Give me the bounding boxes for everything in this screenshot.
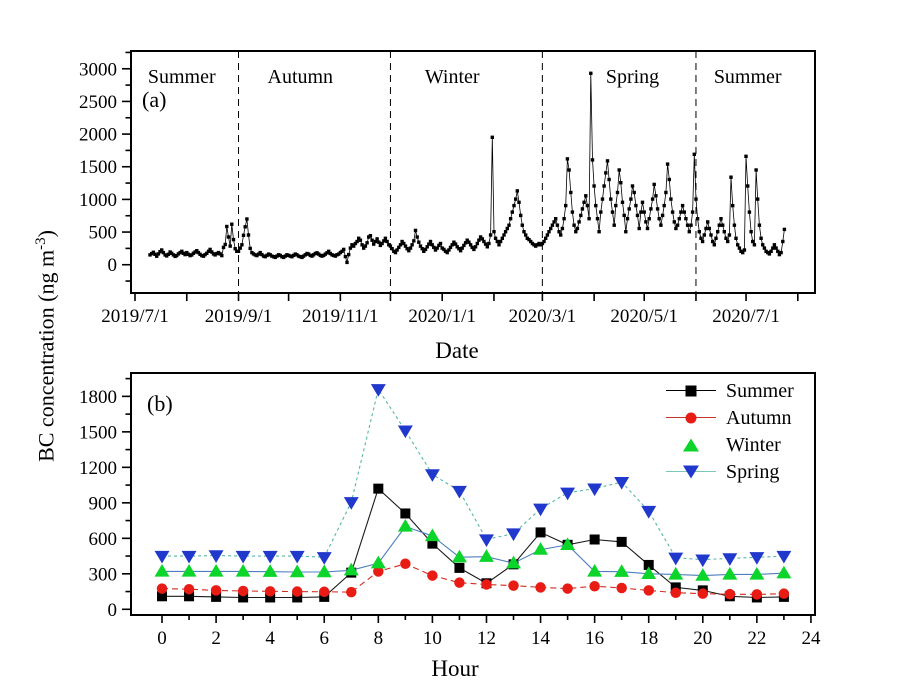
legend-item-spring: Spring <box>666 458 794 485</box>
x-tick-label: 24 <box>801 628 821 649</box>
y-tick-label: 1200 <box>79 458 117 479</box>
x-tick-label: 10 <box>423 628 442 649</box>
y-tick-label: 600 <box>89 529 118 550</box>
panel-a: 0 500 1000 1500 2000 2500 3000 2019/7/1 2019/9/1… <box>79 50 816 327</box>
y-axis-title-text: BC concentration (ng m <box>33 249 59 462</box>
x-tick-label: 18 <box>639 628 658 649</box>
panel-b-series-markers-winter <box>154 519 792 581</box>
x-tick-label: 6 <box>319 628 329 649</box>
x-tick-label: 2 <box>211 628 221 649</box>
y-tick-label: 1800 <box>79 387 117 408</box>
x-tick-label: 2020/5/1 <box>610 306 678 327</box>
legend-label: Winter <box>726 433 781 456</box>
x-tick-label: 2019/7/1 <box>101 306 169 327</box>
x-tick-label: 0 <box>157 628 167 649</box>
y-tick-label: 0 <box>108 600 118 621</box>
autumn-circle-icon <box>685 412 697 423</box>
panel-a-letter: (a) <box>142 87 167 112</box>
legend-label: Autumn <box>726 406 792 429</box>
legend-item-summer: Summer <box>666 377 794 404</box>
x-tick-label: 4 <box>265 628 275 649</box>
y-tick-label: 1500 <box>79 157 117 178</box>
y-tick-label: 1000 <box>79 190 117 211</box>
y-tick-label: 900 <box>89 493 118 514</box>
season-annotation: Winter <box>425 66 480 88</box>
panel-b-series-markers-spring <box>154 384 792 568</box>
legend-item-autumn: Autumn <box>666 404 794 431</box>
panel-b-series-line-spring <box>162 387 784 561</box>
y-tick-label: 0 <box>108 255 118 276</box>
panel-a-border <box>130 50 816 294</box>
spring-triangle-icon <box>683 465 699 478</box>
legend: Summer Autumn Winter Spring <box>666 377 794 485</box>
season-annotation: Spring <box>606 66 659 88</box>
x-tick-label: 20 <box>693 628 712 649</box>
y-tick-label: 1500 <box>79 422 117 443</box>
panel-a-series-markers <box>148 71 787 265</box>
winter-triangle-icon <box>683 438 699 451</box>
panel-b-series-markers-summer <box>157 483 789 603</box>
y-tick-label: 3000 <box>79 59 117 80</box>
panel-b-series-line-autumn <box>161 563 784 595</box>
x-tick-label: 12 <box>477 628 496 649</box>
x-tick-label: 22 <box>747 628 766 649</box>
summer-square-icon <box>685 385 697 396</box>
x-tick-label: 8 <box>374 628 384 649</box>
x-tick-label: 2020/1/1 <box>408 306 476 327</box>
season-annotation: Autumn <box>268 66 334 88</box>
y-tick-label: 2000 <box>79 125 117 146</box>
x-tick-label: 14 <box>531 628 551 649</box>
x-axis-title-date: Date <box>435 338 479 363</box>
season-annotation: Summer <box>148 66 216 88</box>
panel-b-letter: (b) <box>147 391 173 416</box>
x-axis-title-hour: Hour <box>431 656 479 681</box>
y-tick-label: 500 <box>89 223 118 244</box>
x-tick-label: 2019/11/1 <box>302 306 378 327</box>
legend-label: Summer <box>726 379 794 402</box>
panel-b-series-line-winter <box>162 525 784 577</box>
y-axis-title-sup: -3 <box>33 237 49 250</box>
legend-label: Spring <box>726 460 780 483</box>
panel-b-series-line-summer <box>162 487 784 599</box>
x-tick-label: 2020/7/1 <box>712 306 780 327</box>
y-tick-label: 2500 <box>79 92 117 113</box>
x-tick-label: 2020/3/1 <box>509 306 577 327</box>
panel-b-series-markers-autumn <box>156 558 790 600</box>
y-axis-title-close: ) <box>33 230 59 238</box>
panel-b-border <box>130 372 816 616</box>
legend-item-winter: Winter <box>666 431 794 458</box>
x-tick-label: 16 <box>585 628 604 649</box>
season-annotation: Summer <box>714 66 782 88</box>
y-tick-label: 300 <box>89 564 118 585</box>
x-tick-label: 2019/9/1 <box>205 306 273 327</box>
y-axis-title: BC concentration (ng m-3) <box>28 146 58 546</box>
